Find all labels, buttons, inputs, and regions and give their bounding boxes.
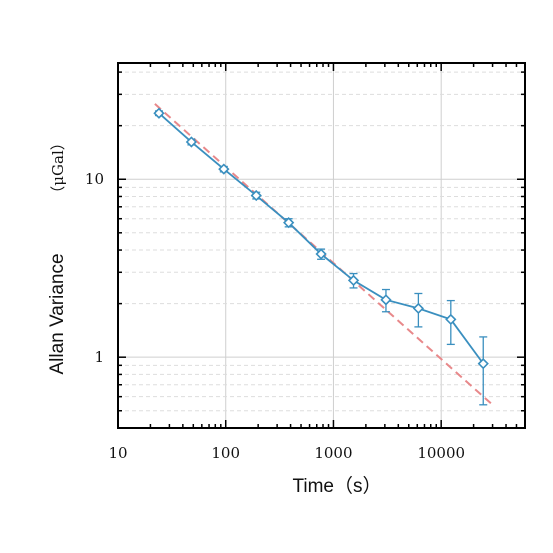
x-axis-title: Time（s） xyxy=(292,475,381,497)
data-point-marker xyxy=(380,294,392,306)
data-point-marker xyxy=(445,313,457,326)
y-axis-unit: （μGal） xyxy=(49,135,67,200)
data-point-marker xyxy=(283,217,295,229)
data-point-marker xyxy=(185,136,198,148)
measured-series xyxy=(153,107,489,406)
data-point-marker xyxy=(412,302,425,315)
data-point-marker xyxy=(218,163,230,175)
grid-lines xyxy=(118,63,525,429)
plot-frame xyxy=(117,62,526,429)
data-point-marker xyxy=(250,189,262,202)
y-axis-title: Allan Variance xyxy=(47,253,68,374)
axis-ticks xyxy=(117,63,526,429)
x-tick-label: 100 xyxy=(211,444,240,462)
x-tick-labels: 10 100 1000 10000 xyxy=(108,444,465,462)
data-point-marker xyxy=(315,248,327,260)
y-tick-labels: 1 10 xyxy=(85,170,104,366)
data-point-marker xyxy=(153,107,165,119)
data-point-marker xyxy=(477,357,489,370)
data-point-marker xyxy=(347,274,360,287)
y-tick-label: 10 xyxy=(85,170,104,188)
y-tick-label: 1 xyxy=(94,348,104,366)
x-tick-label: 1000 xyxy=(314,444,352,462)
x-tick-label: 10 xyxy=(108,444,127,462)
x-tick-label: 10000 xyxy=(417,444,465,462)
